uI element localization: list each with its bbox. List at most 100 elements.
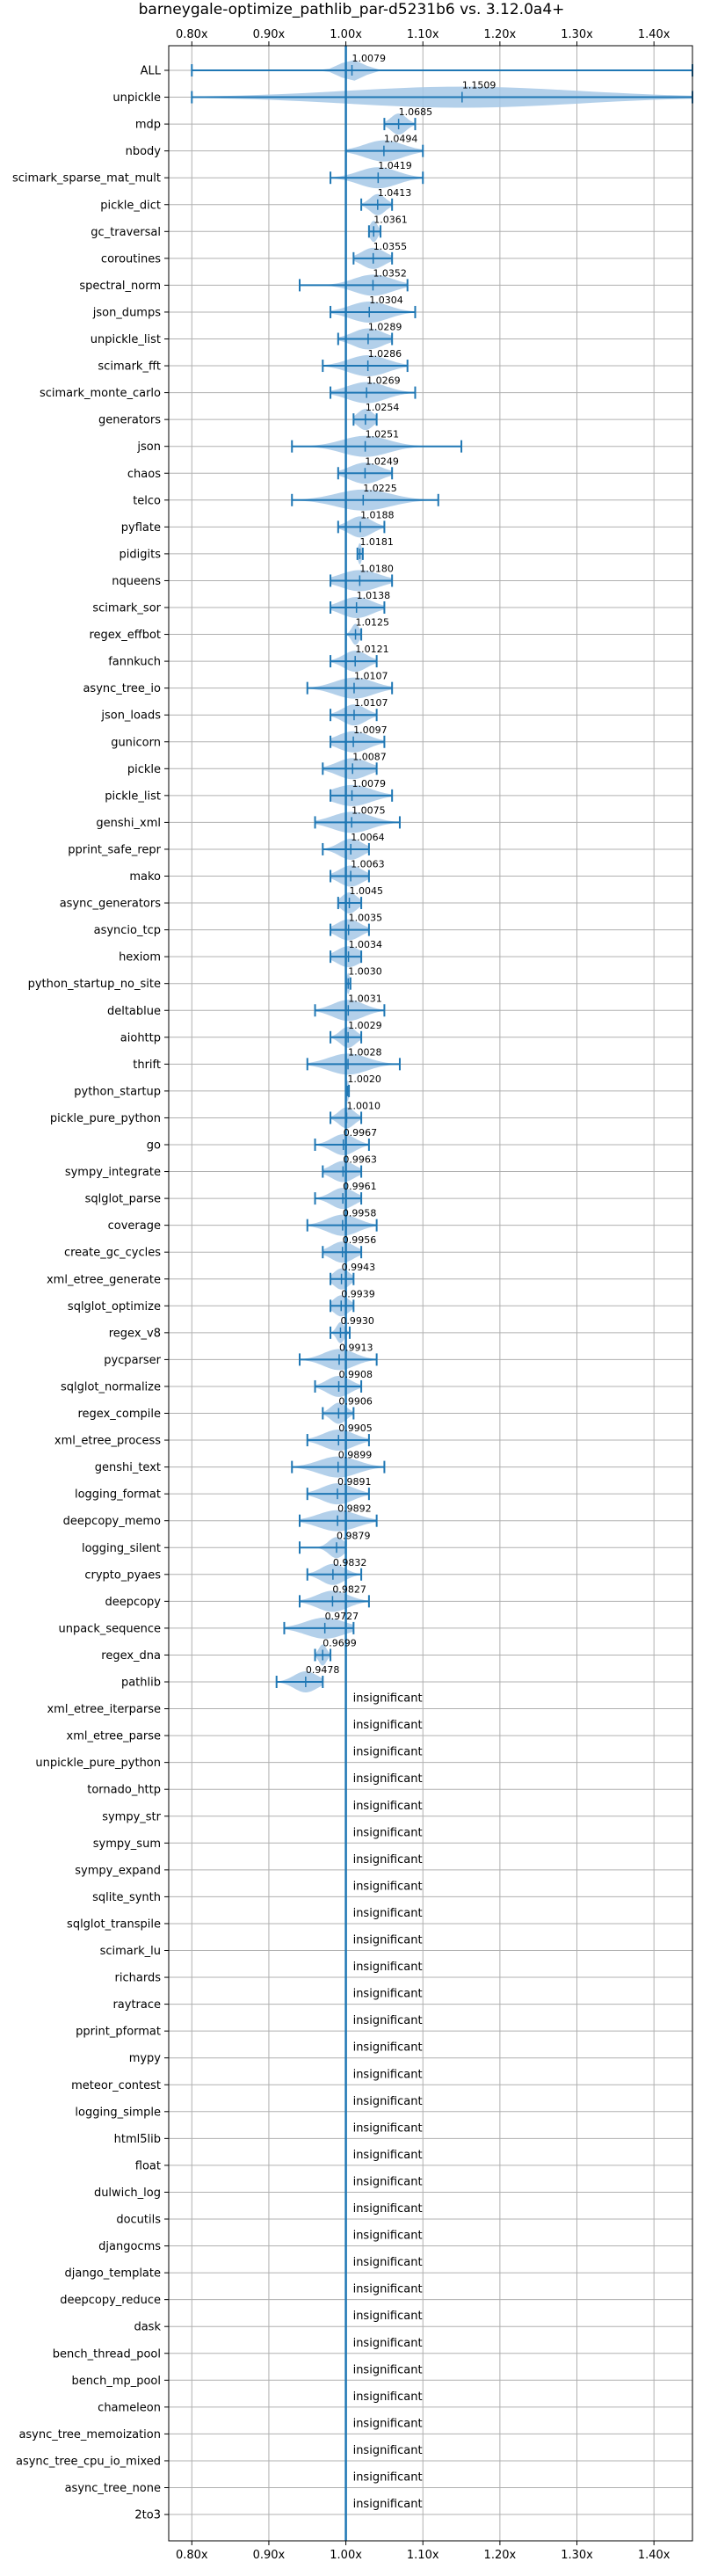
benchmark-label: pickle_dict (100, 199, 161, 212)
x-tick-label-bottom: 1.40x (638, 2549, 670, 2562)
insignificant-label: insignificant (353, 2041, 423, 2055)
insignificant-label: insignificant (353, 2444, 423, 2457)
insignificant-label: insignificant (353, 1880, 423, 1893)
benchmark-label: djangocms (98, 2240, 161, 2253)
benchmark-label: dask (134, 2321, 161, 2334)
value-label: 0.9956 (343, 1234, 377, 1246)
grid-layer (169, 46, 692, 2541)
violin-unpickle (191, 86, 693, 108)
benchmark-label: regex_effbot (89, 629, 161, 642)
value-label: 1.0121 (355, 644, 389, 655)
value-label: 1.0304 (369, 295, 403, 306)
insignificant-label: insignificant (353, 2471, 423, 2485)
violin-xml_etree_generate (330, 1268, 355, 1290)
value-label: 1.0269 (366, 375, 401, 387)
value-label: 1.0063 (351, 859, 385, 870)
violin-scimark_sor (330, 597, 386, 618)
benchmark-label: sqlglot_parse (85, 1193, 161, 1206)
violin-json_loads (330, 704, 378, 726)
benchmark-label: sqlglot_transpile (67, 1917, 161, 1931)
insignificant-label: insignificant (353, 1746, 423, 1759)
value-label: 1.0020 (347, 1073, 381, 1085)
insignificant-label: insignificant (353, 2068, 423, 2081)
benchmark-label: sqlglot_normalize (61, 1380, 161, 1394)
benchmark-label: async_tree_io (83, 682, 161, 695)
value-label: 0.9879 (337, 1530, 371, 1541)
benchmark-label: scimark_fft (98, 360, 161, 374)
x-tick-label-top: 1.30x (561, 28, 593, 41)
benchmark-label: regex_v8 (109, 1327, 161, 1340)
value-label: 1.0494 (384, 134, 418, 145)
benchmark-label: async_tree_cpu_io_mixed (16, 2455, 161, 2468)
violin-spectral_norm (299, 274, 409, 296)
value-label: 1.0138 (357, 590, 391, 601)
value-label: 1.0249 (365, 455, 399, 467)
benchmark-label: go (147, 1139, 161, 1153)
violin-telco (291, 489, 439, 511)
violin-sqlglot_normalize (314, 1375, 363, 1397)
value-label: 0.9699 (323, 1637, 357, 1648)
benchmark-label: pickle_list (105, 790, 161, 803)
benchmark-label: xml_etree_parse (67, 1730, 161, 1743)
benchmark-label: pickle (127, 763, 161, 776)
value-label: 1.0355 (373, 241, 408, 252)
benchmark-label: xml_etree_process (54, 1435, 161, 1448)
value-label: 1.0097 (353, 724, 388, 736)
violin-unpickle_list (337, 328, 394, 350)
violin-go (314, 1134, 370, 1155)
benchmark-label: docutils (116, 2214, 161, 2227)
violin-unpack_sequence (283, 1617, 355, 1639)
value-label: 1.0286 (368, 348, 402, 360)
benchmark-label: create_gc_cycles (64, 1247, 161, 1260)
violin-sqlglot_optimize (330, 1295, 355, 1317)
violin-gc_traversal (367, 221, 382, 243)
insignificant-label: insignificant (353, 2095, 423, 2108)
benchmark-label: spectral_norm (79, 280, 161, 293)
benchmark-label: unpickle_list (91, 333, 161, 346)
benchmark-label: async_generators (60, 898, 162, 911)
value-label: 1.0419 (378, 160, 412, 171)
violin-generators (352, 409, 378, 431)
x-tick-label-top: 1.00x (330, 28, 362, 41)
x-tick-label-top: 1.40x (638, 28, 670, 41)
benchmark-label: hexiom (119, 951, 161, 964)
violin-sqlglot_parse (314, 1188, 363, 1210)
benchmark-label: unpack_sequence (58, 1622, 161, 1635)
violin-scimark_monte_carlo (330, 382, 417, 404)
value-label: 1.0031 (348, 993, 382, 1004)
value-label: 1.0413 (378, 187, 412, 199)
violin-pathlib (275, 1671, 324, 1692)
insignificant-label: insignificant (353, 1934, 423, 1947)
benchmark-label: float (135, 2159, 161, 2172)
benchmark-label: pyflate (121, 521, 161, 535)
benchmark-label: pidigits (120, 548, 162, 561)
benchmark-label: xml_etree_iterparse (47, 1703, 161, 1716)
violin-logging_format (306, 1483, 370, 1505)
benchmark-label: regex_compile (77, 1408, 161, 1421)
benchmark-label: mako (129, 870, 161, 884)
value-label: 1.0685 (399, 106, 433, 118)
benchmark-label: 2to3 (134, 2509, 161, 2522)
value-label: 0.9939 (341, 1288, 375, 1299)
insignificant-label: insignificant (353, 2175, 423, 2188)
insignificant-label: insignificant (353, 2283, 423, 2296)
benchmark-label: scimark_lu (100, 1945, 161, 1958)
value-label: 1.0010 (346, 1100, 380, 1111)
benchmark-label: logging_simple (75, 2106, 161, 2119)
insignificant-label: insignificant (353, 2230, 423, 2243)
plot-border (168, 45, 693, 2542)
insignificant-label: insignificant (353, 2256, 423, 2269)
violin-mako (330, 865, 370, 887)
value-label: 1.0188 (360, 509, 395, 520)
value-label: 1.0180 (359, 563, 394, 574)
benchmark-label: gc_traversal (91, 226, 161, 239)
benchmark-label: scimark_sparse_mat_mult (12, 172, 161, 186)
benchmark-label: genshi_text (95, 1461, 161, 1474)
insignificant-label: insignificant (353, 1961, 423, 1974)
benchmark-label: python_startup_no_site (28, 978, 161, 991)
benchmark-label: generators (98, 414, 161, 427)
benchmark-label: pycparser (104, 1354, 161, 1367)
benchmark-label: richards (115, 1972, 162, 1985)
violin-genshi_xml (314, 811, 401, 833)
value-label: 1.0361 (373, 214, 408, 225)
